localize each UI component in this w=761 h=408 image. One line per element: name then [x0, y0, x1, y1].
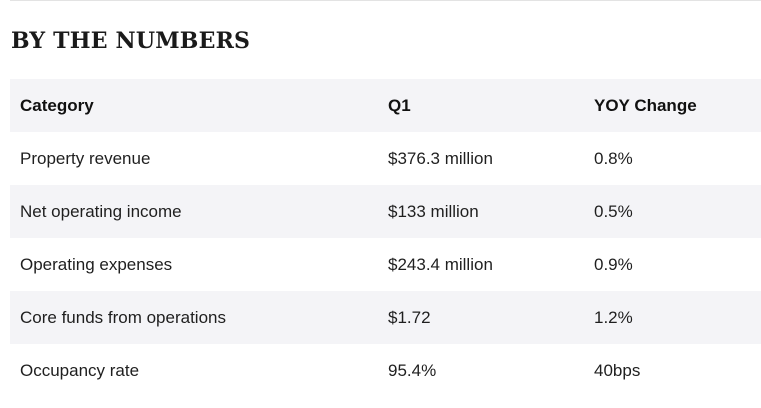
- cell-yoy-change: 1.2%: [594, 307, 633, 327]
- cell-q1: $243.4 million: [388, 254, 493, 274]
- cell-yoy-change: 0.8%: [594, 148, 633, 168]
- cell-yoy-change: 0.9%: [594, 254, 633, 274]
- table-row: Property revenue $376.3 million 0.8%: [10, 132, 761, 185]
- cell-q1: $376.3 million: [388, 148, 493, 168]
- cell-category: Occupancy rate: [20, 360, 140, 380]
- cell-category: Net operating income: [20, 201, 182, 221]
- table-row: Operating expenses $243.4 million 0.9%: [10, 238, 761, 291]
- cell-q1: $1.72: [388, 307, 431, 327]
- cell-category: Core funds from operations: [20, 307, 226, 327]
- header-q1: Q1: [388, 95, 411, 115]
- table-row: Occupancy rate 95.4% 40bps: [10, 344, 761, 397]
- header-category: Category: [20, 95, 94, 115]
- cell-q1: 95.4%: [388, 360, 437, 380]
- cell-yoy-change: 40bps: [594, 360, 641, 380]
- top-divider: [10, 0, 761, 1]
- cell-q1: $133 million: [388, 201, 479, 221]
- header-yoy-change: YOY Change: [594, 95, 697, 115]
- numbers-table: Category Q1 YOY Change Property revenue …: [10, 79, 761, 397]
- cell-category: Operating expenses: [20, 254, 173, 274]
- table-row: Net operating income $133 million 0.5%: [10, 185, 761, 238]
- cell-category: Property revenue: [20, 148, 151, 168]
- section-title: BY THE NUMBERS: [11, 28, 251, 54]
- cell-yoy-change: 0.5%: [594, 201, 633, 221]
- table-row: Core funds from operations $1.72 1.2%: [10, 291, 761, 344]
- table-header-row: Category Q1 YOY Change: [10, 79, 761, 132]
